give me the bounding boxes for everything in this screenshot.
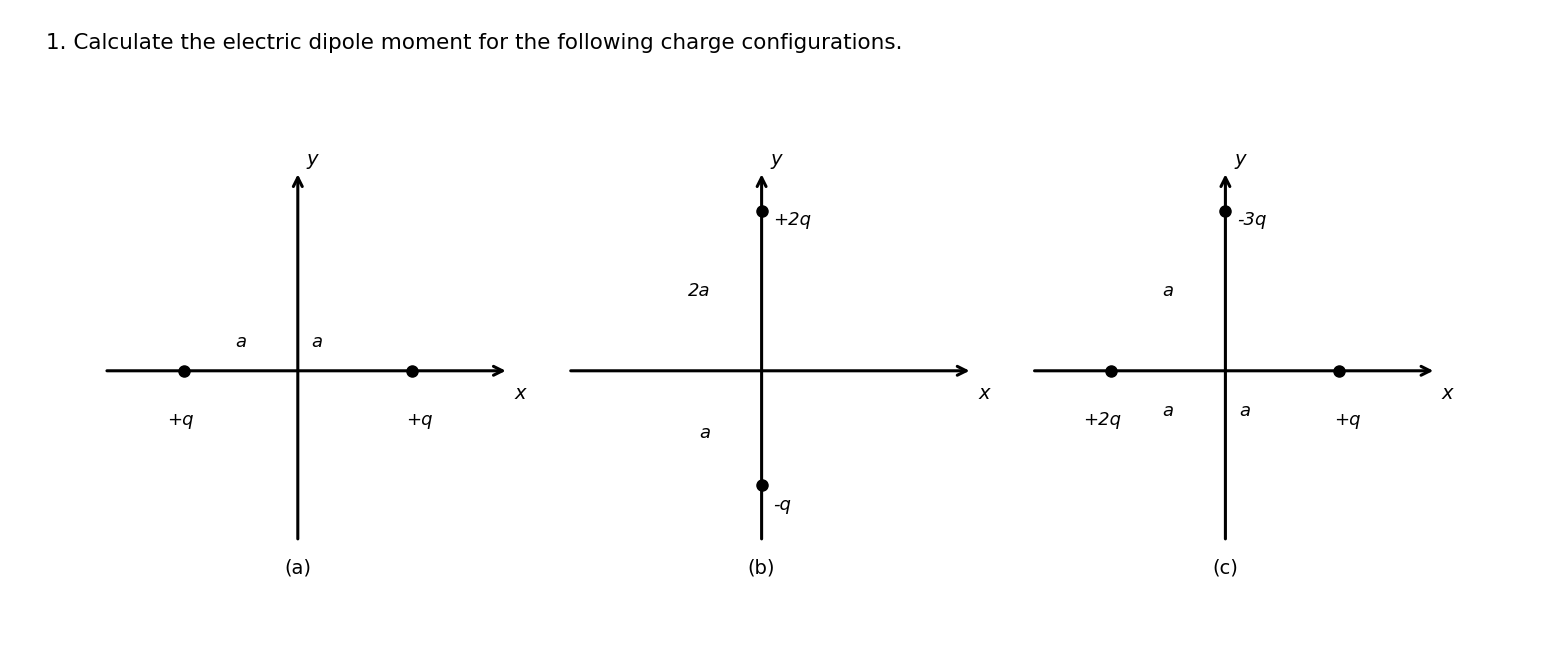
Text: a: a	[1238, 402, 1251, 420]
Text: x: x	[1442, 384, 1453, 403]
Text: +q: +q	[1334, 411, 1360, 428]
Text: a: a	[1163, 282, 1173, 300]
Text: a: a	[311, 333, 323, 351]
Text: y: y	[1235, 150, 1246, 169]
Text: -3q: -3q	[1237, 212, 1266, 229]
Text: -q: -q	[773, 496, 792, 514]
Text: a: a	[235, 333, 246, 351]
Text: +q: +q	[167, 411, 193, 428]
Text: +2q: +2q	[773, 212, 812, 229]
Text: x: x	[515, 384, 526, 403]
Text: +q: +q	[407, 411, 433, 428]
Text: (b): (b)	[748, 559, 776, 578]
Text: a: a	[1163, 402, 1173, 420]
Text: +2q: +2q	[1084, 411, 1121, 428]
Text: y: y	[308, 150, 318, 169]
Text: (c): (c)	[1212, 559, 1238, 578]
Text: (a): (a)	[284, 559, 311, 578]
Text: a: a	[699, 424, 710, 442]
Text: 2a: 2a	[688, 282, 710, 300]
Text: y: y	[771, 150, 782, 169]
Text: x: x	[979, 384, 989, 403]
Text: 1. Calculate the electric dipole moment for the following charge configurations.: 1. Calculate the electric dipole moment …	[46, 33, 903, 53]
